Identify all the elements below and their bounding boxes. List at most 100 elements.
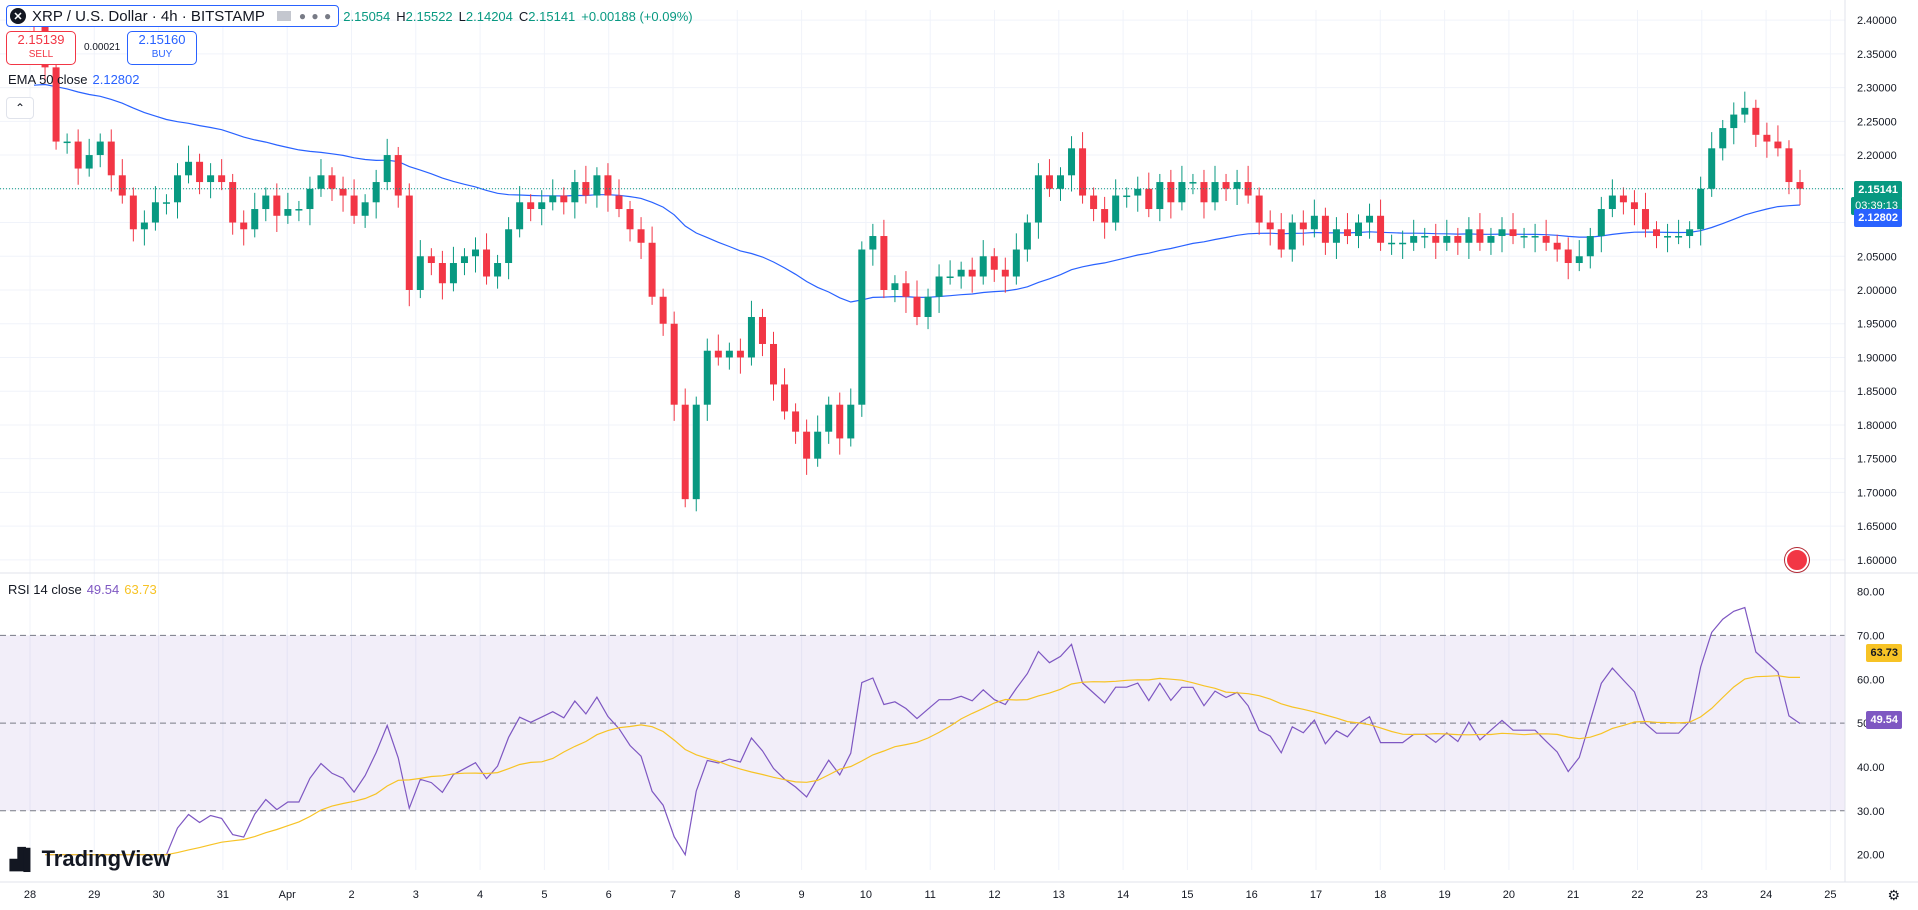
candle-body bbox=[770, 343, 778, 385]
candle-body bbox=[1189, 182, 1197, 184]
ema-value: 2.12802 bbox=[92, 72, 140, 87]
candle-body bbox=[1520, 236, 1528, 238]
candle-body bbox=[604, 175, 612, 196]
candle-body bbox=[858, 249, 866, 405]
rsi-lines-layer bbox=[45, 606, 1801, 857]
rsi-tick-label: 20.00 bbox=[1857, 850, 1885, 862]
candle-body bbox=[383, 155, 391, 183]
candle-body bbox=[1443, 236, 1451, 243]
settings-gear-icon[interactable]: ⚙ bbox=[1887, 887, 1900, 903]
rsi-value: 49.54 bbox=[86, 582, 120, 597]
candle-body bbox=[1366, 215, 1374, 223]
candle-body bbox=[449, 263, 457, 284]
low-label: L bbox=[458, 8, 466, 24]
candle-body bbox=[1575, 256, 1583, 264]
flag-icon[interactable] bbox=[276, 11, 291, 21]
ema-legend[interactable]: EMA 50 close 2.12802 bbox=[8, 72, 140, 87]
price-tick-label: 1.70000 bbox=[1857, 487, 1897, 499]
candle-body bbox=[1509, 229, 1517, 237]
tradingview-mark-icon: ▟▌ bbox=[10, 848, 38, 871]
rsi-tick-label: 80.00 bbox=[1857, 587, 1885, 599]
rsi-band-layer bbox=[0, 634, 1845, 812]
price-tick-label: 2.30000 bbox=[1857, 83, 1897, 95]
candle-body bbox=[1255, 195, 1263, 223]
time-tick-label: 28 bbox=[24, 889, 36, 901]
candle-body bbox=[361, 202, 369, 216]
time-tick-label: Apr bbox=[279, 889, 296, 901]
candle-body bbox=[505, 229, 513, 264]
candle-body bbox=[527, 202, 535, 210]
time-tick-label: 7 bbox=[670, 889, 676, 901]
candle-body bbox=[207, 175, 215, 183]
candle-body bbox=[549, 195, 557, 203]
candle-body bbox=[902, 283, 910, 297]
candle-body bbox=[350, 195, 358, 216]
candle-body bbox=[107, 141, 115, 176]
candle-body bbox=[692, 404, 700, 500]
rsi-tick-label: 30.00 bbox=[1857, 806, 1885, 818]
candle-body bbox=[836, 404, 844, 439]
candle-body bbox=[1288, 222, 1296, 250]
candle-body bbox=[1697, 188, 1705, 230]
more-icon[interactable]: ● ● ● bbox=[298, 9, 333, 23]
candle-body bbox=[1630, 202, 1638, 210]
time-tick-label: 16 bbox=[1246, 889, 1258, 901]
open-value: 2.15054 bbox=[343, 8, 391, 24]
candle-body bbox=[372, 182, 380, 203]
time-tick-label: 17 bbox=[1310, 889, 1322, 901]
ema-name: EMA 50 close bbox=[8, 72, 88, 87]
tradingview-logo[interactable]: ▟▌ TradingView bbox=[10, 846, 171, 872]
candle-body bbox=[1343, 229, 1351, 237]
price-tick-label: 2.35000 bbox=[1857, 49, 1897, 61]
time-tick-label: 9 bbox=[799, 889, 805, 901]
symbol-search-box[interactable]: ✕ XRP / U.S. Dollar · 4h · BITSTAMP ● ● … bbox=[6, 5, 340, 27]
candle-body bbox=[747, 316, 755, 358]
sell-price: 2.15139 bbox=[17, 32, 65, 47]
candle-body bbox=[1641, 209, 1649, 230]
candle-body bbox=[880, 236, 888, 290]
candle-body bbox=[151, 202, 159, 223]
time-tick-label: 11 bbox=[924, 889, 935, 901]
candle-body bbox=[1266, 222, 1274, 230]
time-tick-label: 19 bbox=[1438, 889, 1450, 901]
candle-body bbox=[1619, 195, 1627, 203]
candle-body bbox=[1498, 229, 1506, 237]
candle-body bbox=[1542, 236, 1550, 243]
rsi-name: RSI 14 close bbox=[8, 582, 82, 597]
candle-body bbox=[1068, 148, 1076, 176]
sell-button[interactable]: 2.15139 SELL bbox=[6, 31, 76, 65]
buy-button[interactable]: 2.15160 BUY bbox=[127, 31, 197, 65]
rsi-tick-label: 60.00 bbox=[1857, 674, 1885, 686]
candle-body bbox=[74, 141, 82, 169]
time-tick-label: 10 bbox=[860, 889, 872, 901]
candle-body bbox=[659, 296, 667, 324]
symbol-title: XRP / U.S. Dollar · 4h · BITSTAMP bbox=[32, 7, 265, 25]
candle-body bbox=[394, 155, 402, 196]
time-tick-label: 22 bbox=[1631, 889, 1643, 901]
candle-body bbox=[648, 242, 656, 297]
candle-body bbox=[1421, 236, 1429, 238]
candle-body bbox=[1211, 182, 1219, 203]
candle-body bbox=[317, 175, 325, 189]
candle-body bbox=[273, 195, 281, 216]
buy-price: 2.15160 bbox=[138, 32, 186, 47]
time-tick-label: 5 bbox=[541, 889, 547, 901]
candle-body bbox=[1730, 114, 1738, 129]
price-tick-label: 2.25000 bbox=[1857, 116, 1897, 128]
candle-body bbox=[1597, 209, 1605, 237]
price-tick-label: 1.95000 bbox=[1857, 319, 1897, 331]
candle-body bbox=[1708, 148, 1716, 189]
candle-body bbox=[847, 404, 855, 439]
us-flag-event-icon[interactable] bbox=[1785, 548, 1809, 572]
candle-body bbox=[637, 229, 645, 243]
candle-body bbox=[1608, 195, 1616, 210]
candle-body bbox=[1785, 148, 1793, 183]
rsi-legend[interactable]: RSI 14 close 49.54 63.73 bbox=[8, 582, 157, 597]
candle-body bbox=[725, 350, 733, 358]
candle-body bbox=[284, 209, 292, 216]
time-tick-label: 31 bbox=[217, 889, 229, 901]
collapse-legend-button[interactable]: ⌃ bbox=[6, 97, 34, 119]
candle-body bbox=[129, 195, 137, 230]
rsi-tick-label: 40.00 bbox=[1857, 762, 1885, 774]
